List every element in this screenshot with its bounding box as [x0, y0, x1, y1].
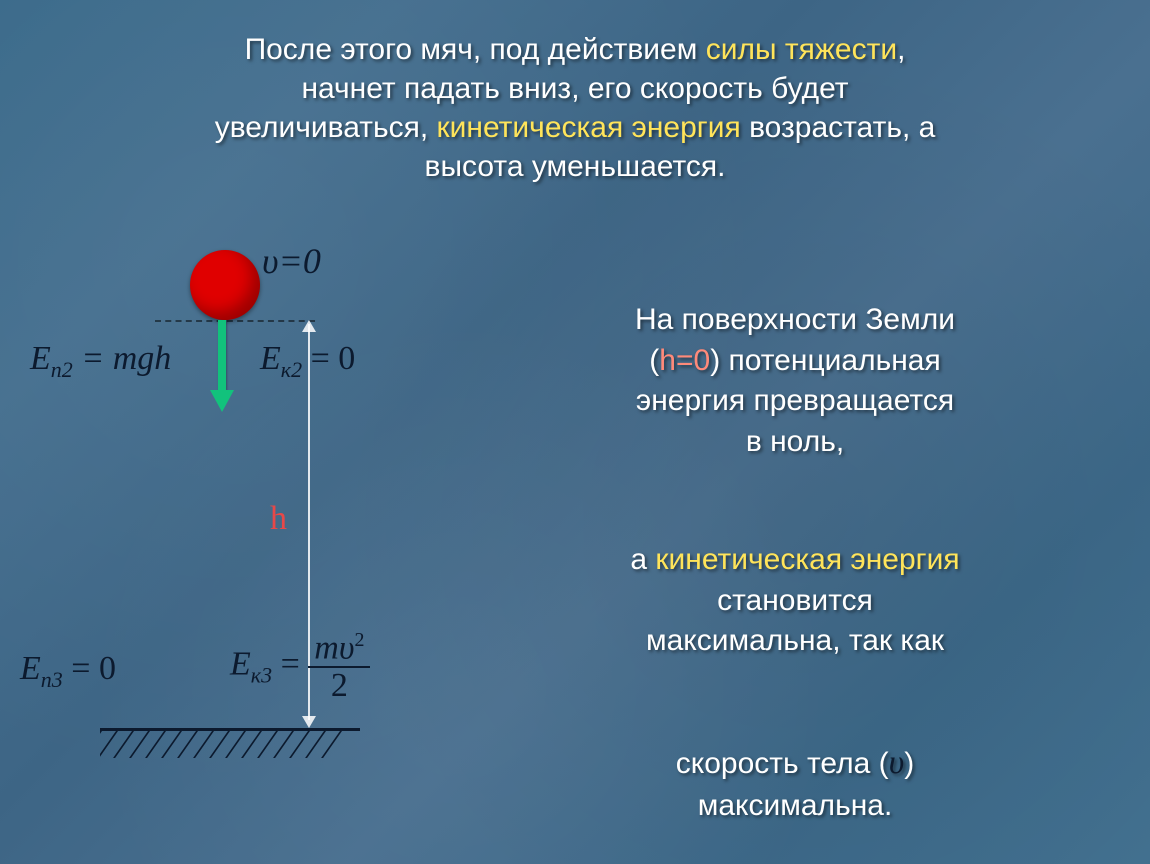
- r3sym: υ: [889, 744, 905, 781]
- t1-pre: После этого мяч, под действием: [245, 33, 706, 66]
- r1l3: энергия превращается: [636, 384, 954, 417]
- ek3-pre: =: [272, 646, 308, 683]
- hatch-lines: [100, 731, 360, 758]
- ek2-eq: = 0: [302, 340, 355, 377]
- ek3-sub: к3: [251, 662, 272, 687]
- physics-slide: После этого мяч, под действием силы тяже…: [0, 0, 1150, 864]
- ek2-sub: к2: [281, 357, 302, 382]
- ep2-sub: п2: [51, 357, 73, 382]
- ek2-e: E: [260, 340, 281, 377]
- ek3-num: mυ: [314, 629, 354, 666]
- ep3-sub: п3: [41, 667, 63, 692]
- ep3-eq: = 0: [63, 650, 116, 687]
- r1l1: На поверхности Земли: [635, 303, 955, 336]
- ek3-e: E: [230, 646, 251, 683]
- r1l4: в ноль,: [746, 425, 844, 458]
- dim-cap-bottom: [302, 716, 316, 728]
- right-paragraph-2: а кинетическая энергия становится максим…: [480, 540, 1110, 662]
- dim-cap-top: [302, 320, 316, 332]
- t1-y: силы тяжести: [706, 33, 897, 66]
- top-paragraph: После этого мяч, под действием силы тяже…: [60, 30, 1090, 186]
- r3l2: максимальна.: [698, 789, 893, 822]
- right-paragraph-1: На поверхности Земли (h=0) потенциальная…: [480, 300, 1110, 462]
- r2l3: максимальна, так как: [646, 624, 944, 657]
- t4: высота уменьшается.: [425, 150, 726, 183]
- formula-ek2: Eк2 = 0: [260, 340, 355, 383]
- h-label: h: [270, 500, 287, 538]
- t1-post: ,: [897, 33, 905, 66]
- r3l1a: скорость тела (: [676, 747, 889, 780]
- t2: начнет падать вниз, его скорость будет: [301, 72, 848, 105]
- ek3-frac: mυ2 2: [308, 630, 370, 704]
- ep2-e: E: [30, 340, 51, 377]
- ball: [190, 250, 260, 320]
- r3l1b: ): [904, 747, 914, 780]
- t3-y: кинетическая энергия: [437, 111, 741, 144]
- velocity-zero-label: υ=0: [262, 240, 321, 282]
- ep2-eq: = mgh: [73, 340, 172, 377]
- ground-hatch: [100, 728, 360, 758]
- t3-post: возрастать, а: [741, 111, 936, 144]
- ep3-e: E: [20, 650, 41, 687]
- gravity-arrow-icon: [215, 320, 229, 412]
- formula-ep2: Eп2 = mgh: [30, 340, 171, 383]
- formula-ek3: Eк3 = mυ2 2: [230, 630, 370, 704]
- diagram: υ=0 h Eп2 = mgh Eк2 = 0 Eп3 = 0 Eк3 = mυ…: [40, 250, 420, 810]
- t3-pre: увеличиваться,: [215, 111, 437, 144]
- ek3-sup: 2: [354, 629, 364, 651]
- r2l1a: а: [630, 543, 655, 576]
- right-paragraph-3: скорость тела (υ) максимальна.: [480, 740, 1110, 826]
- dashed-height-line: [155, 320, 315, 322]
- r1l2a: (: [649, 344, 659, 377]
- r1l2b: ) потенциальная: [710, 344, 941, 377]
- ek3-den: 2: [308, 668, 370, 704]
- r2l1y: кинетическая энергия: [655, 543, 959, 576]
- r1l2r: h=0: [659, 344, 710, 377]
- r2l2: становится: [717, 584, 873, 617]
- formula-ep3: Eп3 = 0: [20, 650, 116, 693]
